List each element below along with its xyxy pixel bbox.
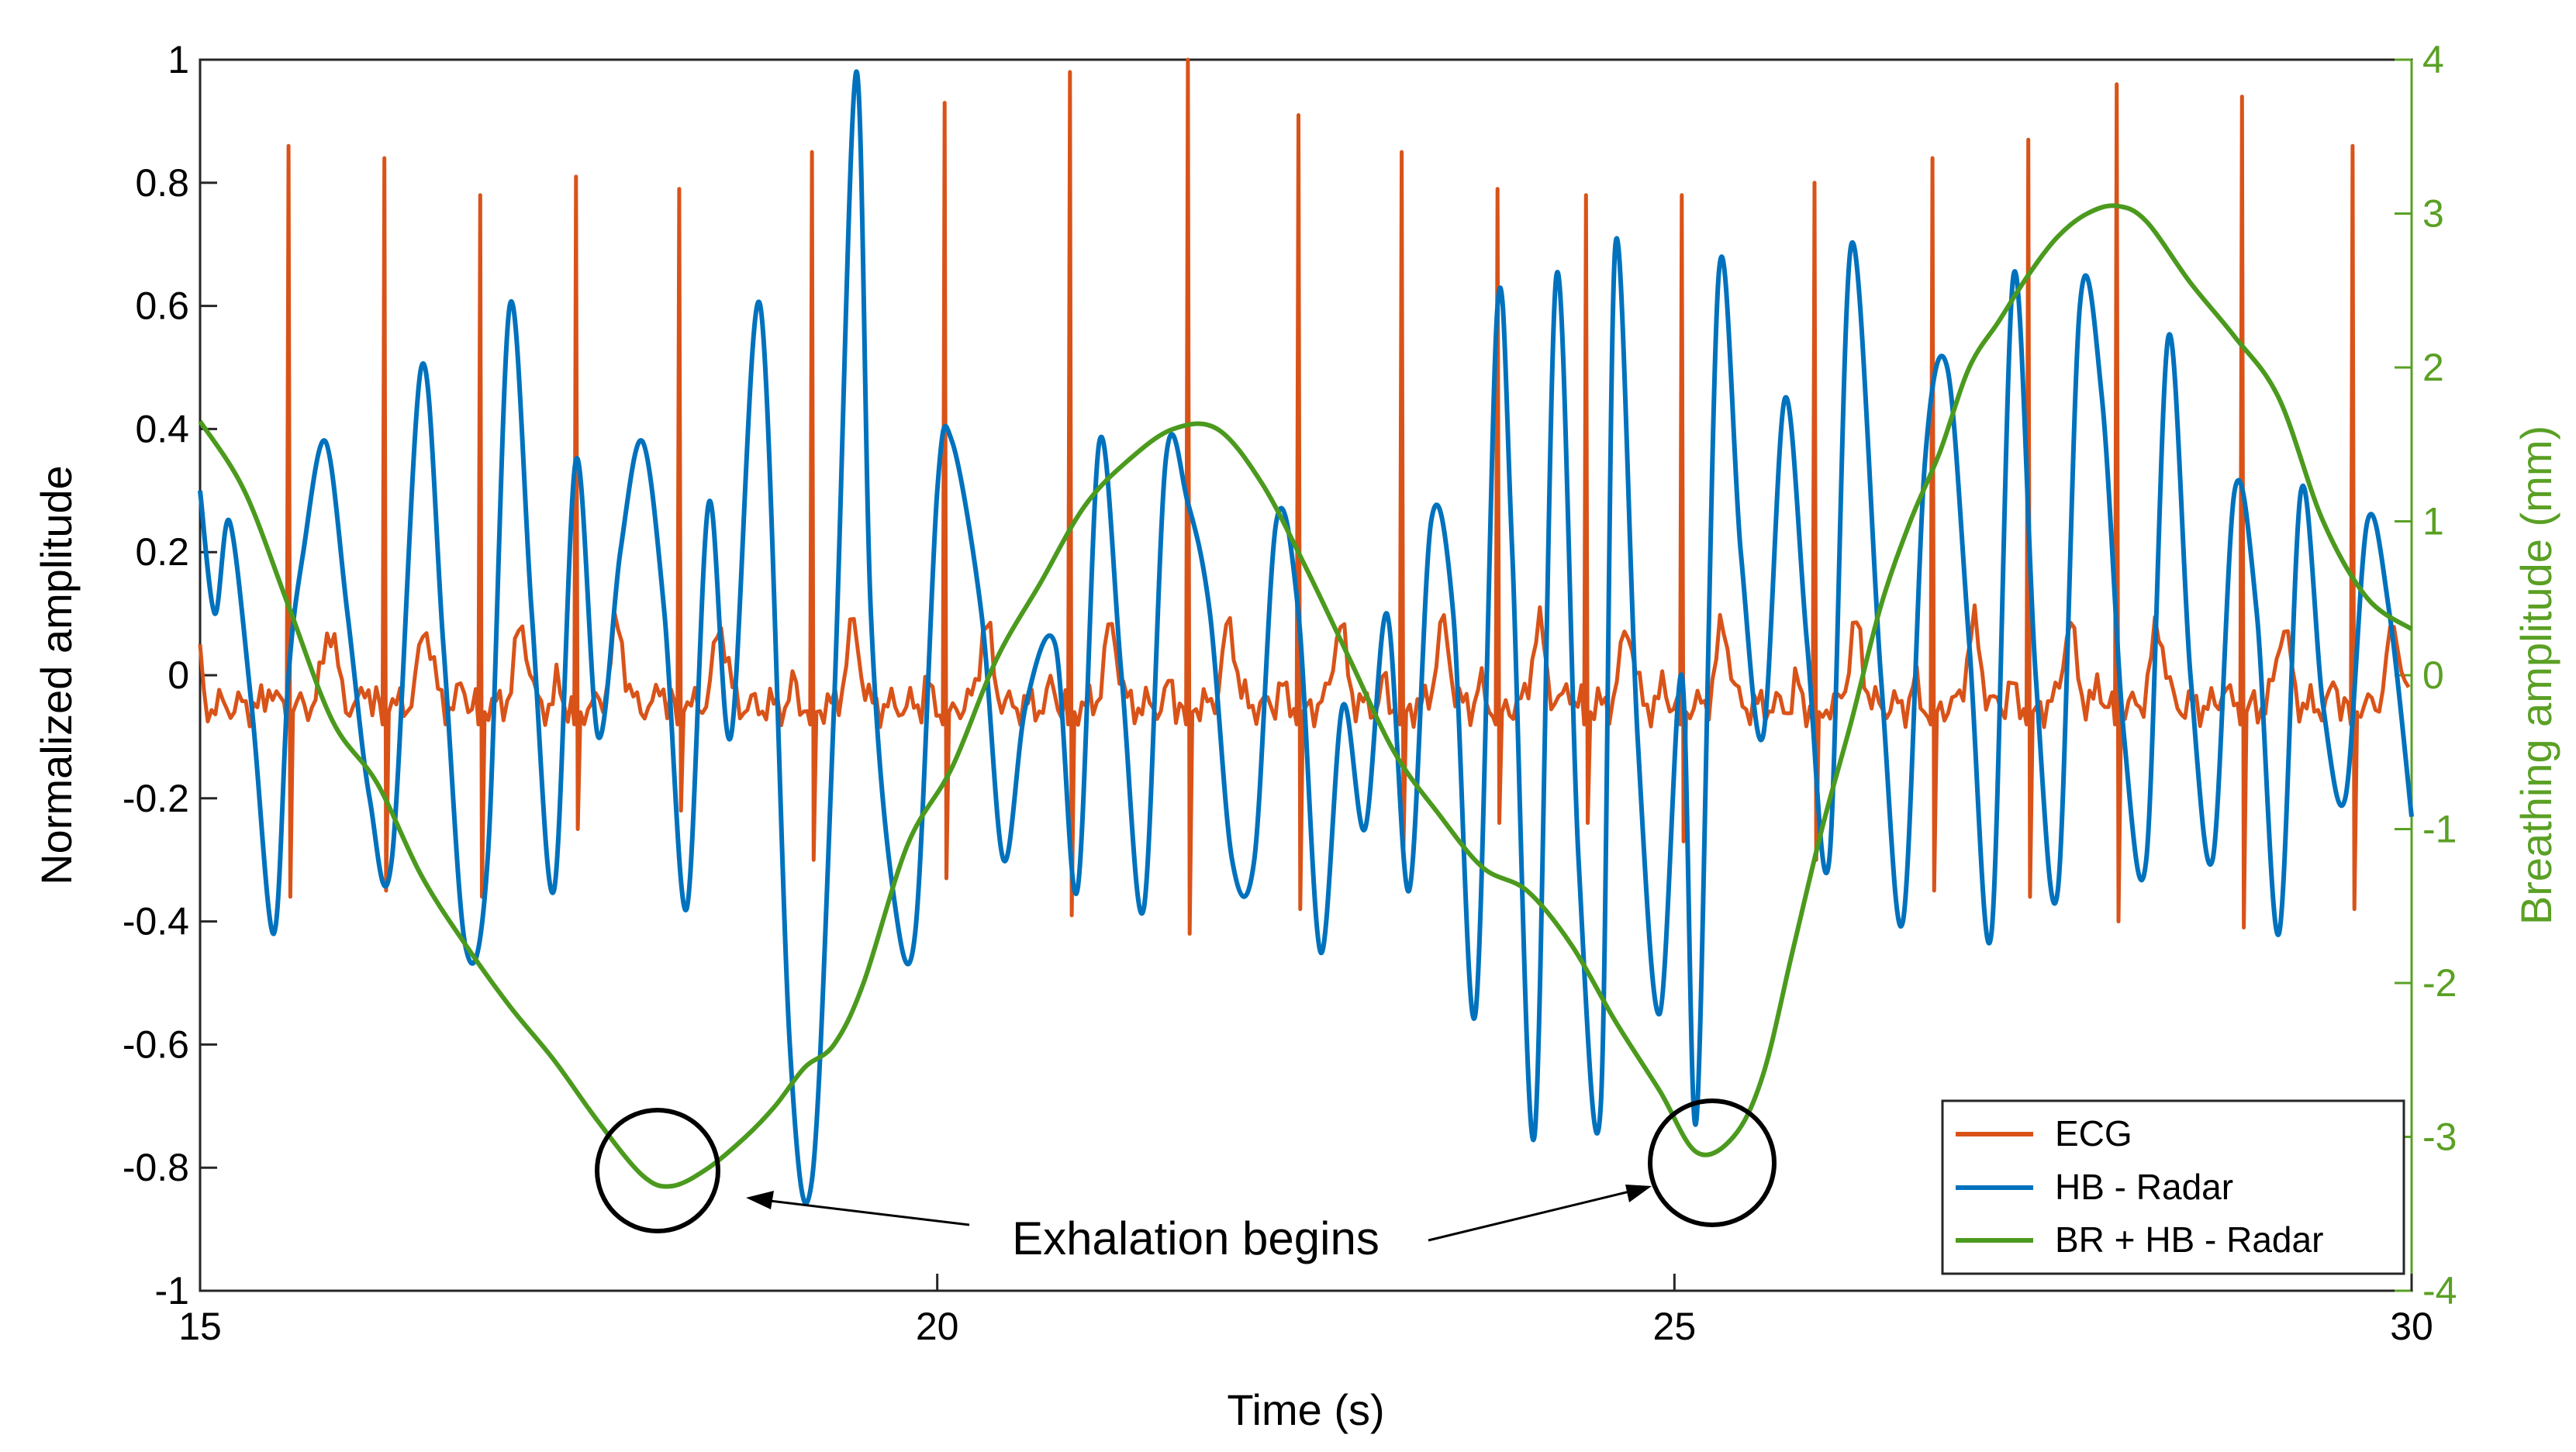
y-tick-label: -0.4 xyxy=(123,900,189,943)
right-axis-ticks: -4 -3 -2 -1 0 1 2 3 4 xyxy=(2395,38,2457,1312)
y2-axis-label: Breathing amplitude (mm) xyxy=(2512,426,2560,925)
br-hb-radar-line xyxy=(198,203,2413,1189)
y2-tick-label: -4 xyxy=(2422,1269,2457,1312)
annotation-circle-2 xyxy=(1648,1098,1777,1227)
annotation-circle-1 xyxy=(595,1108,720,1233)
hb-radar-line xyxy=(198,69,2414,1206)
annotation-text: Exhalation begins xyxy=(1012,1212,1380,1264)
y-tick-label: 0.8 xyxy=(135,161,189,205)
y2-tick-label: 4 xyxy=(2422,38,2444,81)
y2-tick-label: 0 xyxy=(2422,654,2444,697)
legend: ECG HB - Radar BR + HB - Radar xyxy=(1941,1099,2405,1275)
series-br-hb-radar xyxy=(198,203,2413,1189)
y2-tick-label: -1 xyxy=(2422,808,2457,851)
y-tick-label: 0.6 xyxy=(135,285,189,328)
y-axis-label: Normalized amplitude xyxy=(32,465,81,885)
y2-tick-label: 3 xyxy=(2422,192,2444,236)
annotation-arrowhead-1 xyxy=(746,1191,774,1209)
y-tick-label: -0.6 xyxy=(123,1023,189,1066)
left-axis-ticks: -1 -0.8 -0.6 -0.4 -0.2 0 0.2 0.4 0.6 0.8 1 xyxy=(123,38,217,1312)
y-tick-label: 0.2 xyxy=(135,530,189,574)
y-tick-label: -1 xyxy=(155,1269,189,1312)
y2-tick-label: -3 xyxy=(2422,1116,2457,1159)
y-tick-label: 0.4 xyxy=(135,407,189,450)
axes-group xyxy=(199,58,2413,1292)
annotation-exhalation: Exhalation begins xyxy=(595,1098,1777,1264)
y2-tick-label: -2 xyxy=(2422,961,2457,1005)
annotation-arrow-1 xyxy=(750,1197,970,1226)
y-tick-label: 0 xyxy=(167,654,189,697)
x-tick-label: 15 xyxy=(178,1305,222,1348)
legend-label-hb-radar: HB - Radar xyxy=(2055,1167,2233,1207)
annotation-arrow-2 xyxy=(1428,1186,1646,1242)
legend-label-br-hb-radar: BR + HB - Radar xyxy=(2055,1219,2323,1260)
plot-area xyxy=(199,58,2413,1292)
x-tick-label: 20 xyxy=(916,1305,959,1348)
x-axis-label: Time (s) xyxy=(1227,1385,1384,1434)
y-tick-label: -0.8 xyxy=(123,1146,189,1189)
x-axis-ticks: 15 20 25 30 xyxy=(178,1274,2433,1348)
legend-label-ecg: ECG xyxy=(2055,1113,2132,1154)
y-tick-label: 1 xyxy=(167,38,189,81)
y-tick-label: -0.2 xyxy=(123,777,189,820)
x-tick-label: 25 xyxy=(1653,1305,1697,1348)
y2-tick-label: 2 xyxy=(2422,346,2444,389)
y2-tick-label: 1 xyxy=(2422,500,2444,543)
x-tick-label: 30 xyxy=(2390,1305,2433,1348)
annotation-arrowhead-2 xyxy=(1625,1185,1652,1202)
series-hb-radar xyxy=(198,69,2414,1206)
